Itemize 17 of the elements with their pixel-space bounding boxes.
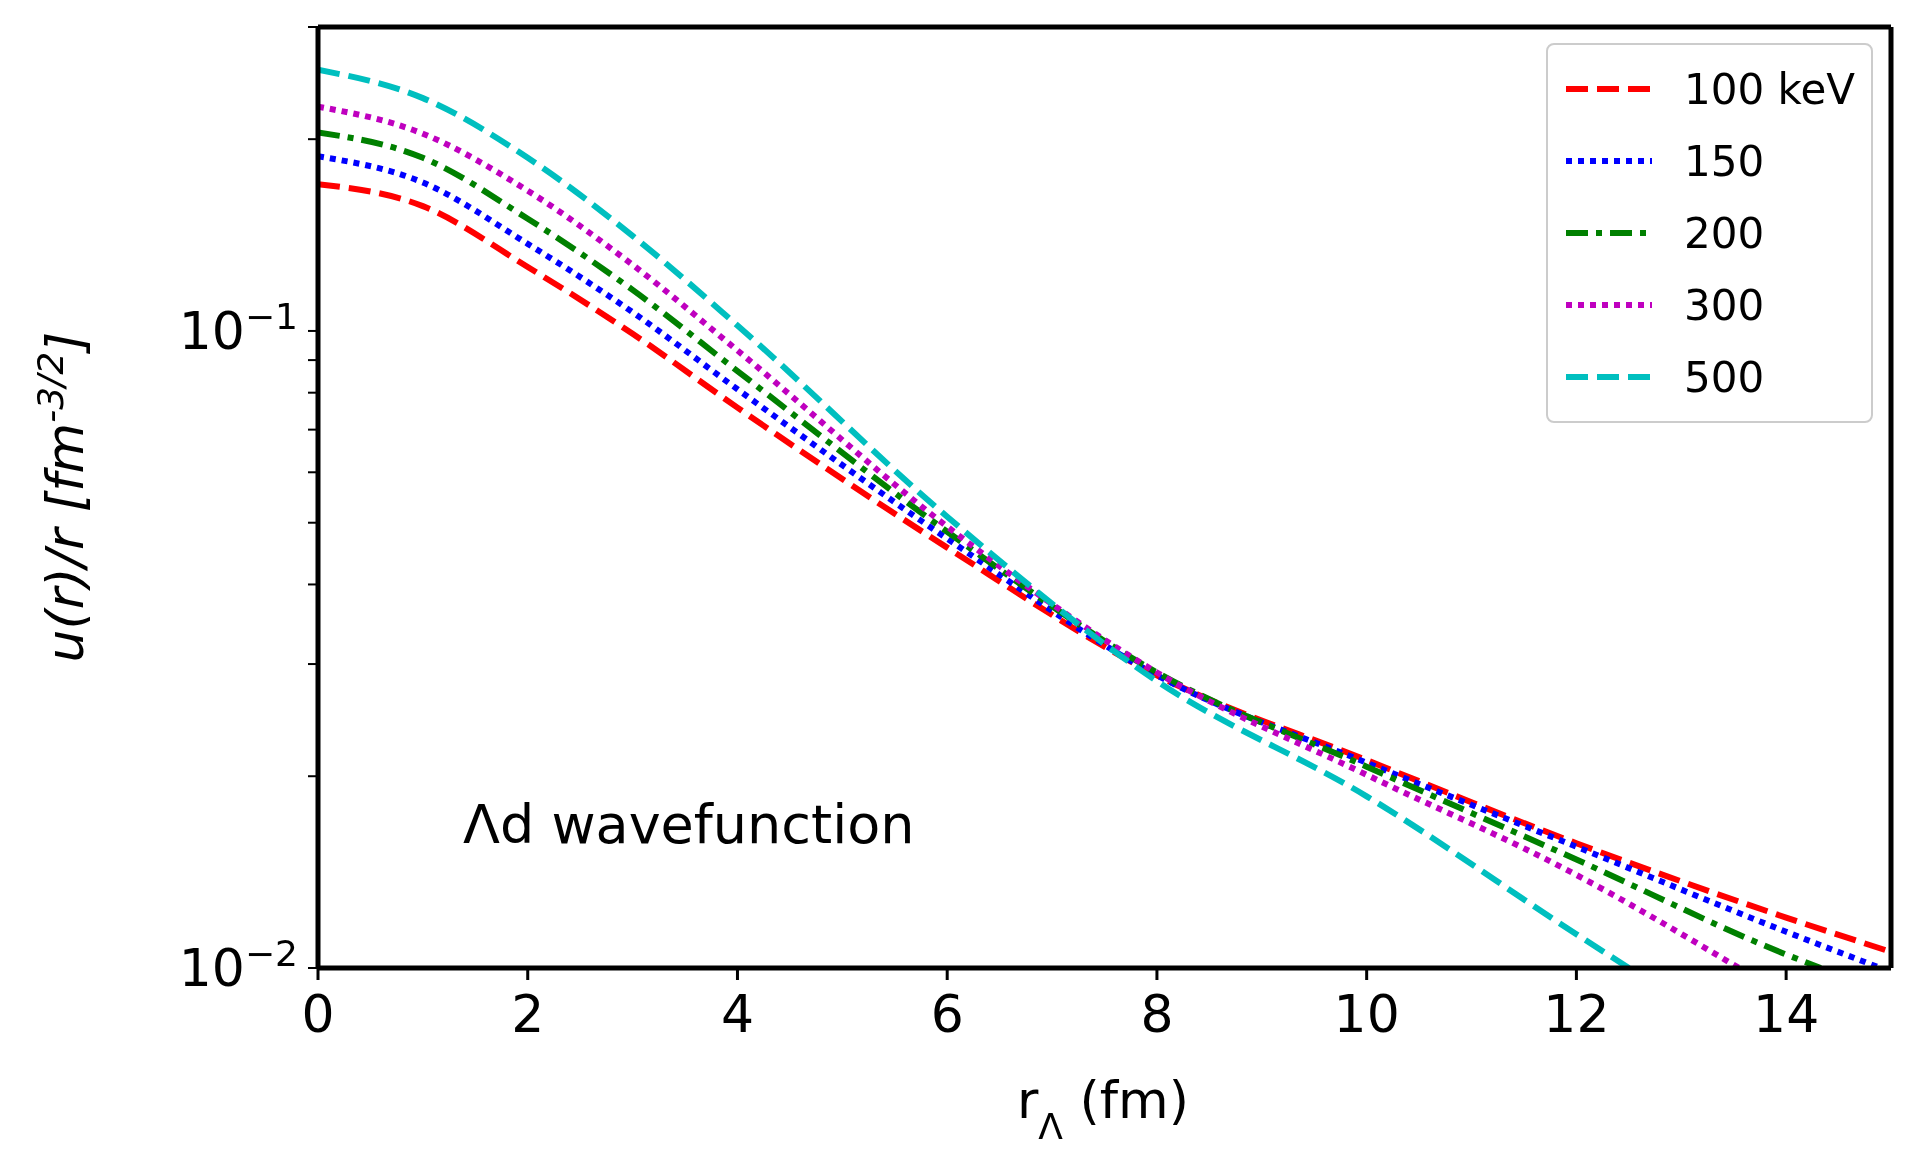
x-tick-label: 0 bbox=[301, 984, 335, 1044]
x-tick-label: 4 bbox=[720, 984, 755, 1044]
legend-label: 150 bbox=[1684, 136, 1765, 186]
x-tick-label: 10 bbox=[1333, 984, 1400, 1044]
annotation: Λd wavefunction bbox=[463, 793, 915, 856]
legend-label: 500 bbox=[1684, 352, 1765, 402]
x-tick-label: 8 bbox=[1140, 984, 1174, 1044]
y-tick-label: 10$^{−1}$ bbox=[178, 295, 298, 361]
x-tick-label: 12 bbox=[1543, 984, 1610, 1044]
x-tick-label: 14 bbox=[1753, 984, 1820, 1044]
x-tick-label: 6 bbox=[930, 984, 964, 1044]
x-axis-title: r$_{Λ}$ (fm) bbox=[1016, 1070, 1190, 1147]
x-tick-label: 2 bbox=[511, 984, 545, 1044]
legend-label: 100 keV bbox=[1684, 64, 1855, 114]
legend-label: 200 bbox=[1684, 208, 1765, 258]
y-tick-label: 10$^{−2}$ bbox=[178, 932, 298, 998]
legend-label: 300 bbox=[1684, 280, 1765, 330]
